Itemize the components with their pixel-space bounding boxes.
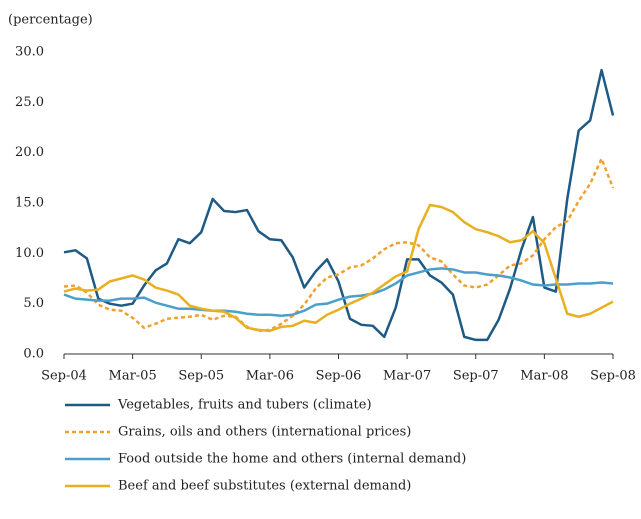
legend-label: Grains, oils and others (international p… — [118, 425, 411, 440]
y-tick-label: 20.0 — [15, 145, 44, 160]
y-tick-label: 25.0 — [15, 95, 44, 110]
x-tick-label: Mar-05 — [109, 369, 157, 384]
x-tick-label: Mar-08 — [520, 369, 568, 384]
legend-label: Vegetables, fruits and tubers (climate) — [117, 398, 372, 413]
y-tick-label: 10.0 — [15, 246, 44, 261]
legend-label: Food outside the home and others (intern… — [118, 452, 466, 467]
x-tick-label: Sep-05 — [178, 369, 224, 384]
y-axis-label: (percentage) — [8, 13, 93, 28]
x-tick-label: Sep-06 — [316, 369, 362, 384]
x-tick-label: Mar-07 — [383, 369, 431, 384]
x-tick-label: Sep-04 — [41, 369, 87, 384]
y-tick-label: 30.0 — [15, 45, 44, 60]
y-tick-label: 15.0 — [15, 196, 44, 211]
y-tick-label: 5.0 — [23, 296, 44, 311]
y-tick-label: 0.0 — [23, 347, 44, 362]
x-tick-label: Sep-07 — [453, 369, 499, 384]
legend-label: Beef and beef substitutes (external dema… — [118, 479, 411, 494]
x-tick-label: Sep-08 — [590, 369, 636, 384]
x-tick-label: Mar-06 — [246, 369, 294, 384]
series-line — [63, 68, 615, 342]
series-line — [63, 157, 615, 333]
series-line — [63, 267, 614, 317]
series-line — [63, 203, 614, 333]
